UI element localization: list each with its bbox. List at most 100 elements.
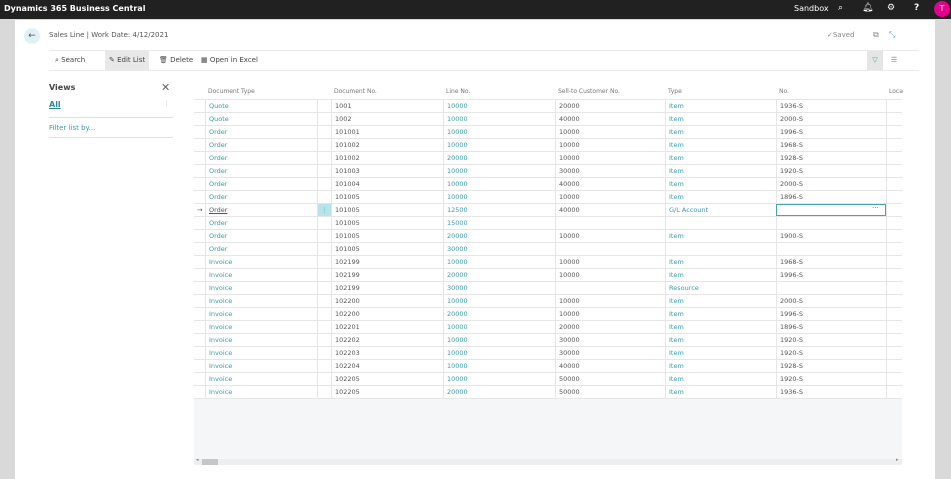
cell-sell-to-customer-no[interactable]: 40000	[555, 204, 665, 216]
row-actions-handle[interactable]	[317, 269, 331, 281]
table-row[interactable]: Order 101005 20000 10000 Item 1900-S	[194, 229, 902, 242]
row-actions-handle[interactable]	[317, 347, 331, 359]
cell-sell-to-customer-no[interactable]: 10000	[555, 269, 665, 281]
row-actions-handle[interactable]	[317, 139, 331, 151]
cell-line-no[interactable]: 20000	[443, 269, 555, 281]
cell-document-no[interactable]: 101005	[331, 217, 443, 229]
app-title[interactable]: Dynamics 365 Business Central	[4, 4, 146, 13]
cell-sell-to-customer-no[interactable]: 10000	[555, 308, 665, 320]
table-row[interactable]: Order 101001 10000 10000 Item 1996-S	[194, 125, 902, 138]
cell-location[interactable]	[886, 113, 902, 125]
cell-type[interactable]: Item	[665, 113, 776, 125]
table-row[interactable]: Invoice 102203 10000 30000 Item 1920-S	[194, 346, 902, 359]
table-row[interactable]: Invoice 102205 10000 50000 Item 1920-S	[194, 372, 902, 385]
cell-type[interactable]: Item	[665, 230, 776, 242]
row-actions-handle[interactable]	[317, 230, 331, 242]
cell-document-type[interactable]: Order	[205, 126, 317, 138]
row-actions-handle[interactable]	[317, 373, 331, 385]
cell-type[interactable]: Item	[665, 295, 776, 307]
row-actions-handle[interactable]	[317, 178, 331, 190]
cell-document-no[interactable]: 102203	[331, 347, 443, 359]
cell-type[interactable]: Item	[665, 100, 776, 112]
cell-sell-to-customer-no[interactable]: 40000	[555, 113, 665, 125]
filter-list-by-link[interactable]: Filter list by...	[49, 124, 96, 132]
cell-no[interactable]: 1968-S	[776, 139, 886, 151]
cell-type[interactable]: Item	[665, 152, 776, 164]
cell-sell-to-customer-no[interactable]: 20000	[555, 321, 665, 333]
cell-document-no[interactable]: 101005	[331, 191, 443, 203]
cell-line-no[interactable]: 10000	[443, 256, 555, 268]
scroll-right-icon[interactable]: ▸	[896, 457, 899, 463]
cell-no[interactable]: 1896-S	[776, 191, 886, 203]
cell-no[interactable]	[776, 282, 886, 294]
cell-document-no[interactable]: 101004	[331, 178, 443, 190]
cell-line-no[interactable]: 10000	[443, 295, 555, 307]
cell-line-no[interactable]: 10000	[443, 100, 555, 112]
row-actions-handle[interactable]	[317, 282, 331, 294]
row-actions-handle[interactable]	[317, 113, 331, 125]
cell-no[interactable]: 1920-S	[776, 334, 886, 346]
cell-type[interactable]: Item	[665, 178, 776, 190]
cell-document-type[interactable]: Order	[205, 191, 317, 203]
cell-document-no[interactable]: 102204	[331, 360, 443, 372]
cell-sell-to-customer-no[interactable]	[555, 217, 665, 229]
cell-sell-to-customer-no[interactable]: 30000	[555, 165, 665, 177]
environment-label[interactable]: Sandbox	[794, 4, 829, 13]
row-actions-handle[interactable]	[317, 386, 331, 398]
table-row[interactable]: Order 101002 20000 10000 Item 1928-S	[194, 151, 902, 164]
view-all[interactable]: All	[49, 100, 61, 109]
open-in-excel-button[interactable]: ▦ Open in Excel	[201, 56, 258, 64]
cell-type[interactable]: Item	[665, 269, 776, 281]
cell-no[interactable]: 1968-S	[776, 256, 886, 268]
cell-line-no[interactable]: 10000	[443, 165, 555, 177]
help-icon[interactable]: ?	[914, 3, 920, 13]
cell-sell-to-customer-no[interactable]: 10000	[555, 152, 665, 164]
avatar[interactable]: T	[934, 1, 950, 17]
cell-location[interactable]	[886, 165, 902, 177]
cell-line-no[interactable]: 15000	[443, 217, 555, 229]
cell-document-no[interactable]: 102200	[331, 308, 443, 320]
open-new-window-icon[interactable]: ⧉	[873, 30, 879, 39]
cell-document-no[interactable]: 102202	[331, 334, 443, 346]
cell-location[interactable]	[886, 386, 902, 398]
table-row[interactable]: Order 101004 10000 40000 Item 2000-S	[194, 177, 902, 190]
cell-document-type[interactable]: Invoice	[205, 256, 317, 268]
cell-type[interactable]: Item	[665, 321, 776, 333]
cell-document-no[interactable]: 102201	[331, 321, 443, 333]
cell-document-type[interactable]: Order	[205, 243, 317, 255]
cell-location[interactable]	[886, 100, 902, 112]
delete-button[interactable]: 🗑︎ Delete	[159, 56, 194, 64]
cell-no[interactable]: 1900-S	[776, 230, 886, 242]
cell-location[interactable]	[886, 308, 902, 320]
cell-sell-to-customer-no[interactable]: 40000	[555, 178, 665, 190]
cell-document-type[interactable]: Invoice	[205, 347, 317, 359]
cell-line-no[interactable]: 10000	[443, 360, 555, 372]
table-row[interactable]: Order 101005 30000	[194, 242, 902, 255]
cell-document-no[interactable]: 101002	[331, 152, 443, 164]
cell-line-no[interactable]: 20000	[443, 386, 555, 398]
cell-type[interactable]	[665, 243, 776, 255]
table-row[interactable]: Quote 1002 10000 40000 Item 2000-S	[194, 112, 902, 125]
cell-sell-to-customer-no[interactable]: 40000	[555, 360, 665, 372]
cell-document-no[interactable]: 1001	[331, 100, 443, 112]
cell-no[interactable]: 1928-S	[776, 360, 886, 372]
column-header[interactable]: Type	[668, 88, 682, 95]
collapse-icon[interactable]: ⤡	[889, 30, 896, 39]
table-row[interactable]: Invoice 102200 10000 10000 Item 2000-S	[194, 294, 902, 307]
table-row[interactable]: Invoice 102202 10000 30000 Item 1920-S	[194, 333, 902, 346]
search-icon[interactable]: ⌕	[838, 3, 844, 13]
cell-line-no[interactable]: 30000	[443, 282, 555, 294]
column-header[interactable]: Line No.	[446, 88, 471, 95]
cell-type[interactable]: Item	[665, 347, 776, 359]
cell-sell-to-customer-no[interactable]	[555, 282, 665, 294]
cell-line-no[interactable]: 10000	[443, 113, 555, 125]
cell-location[interactable]	[886, 243, 902, 255]
cell-sell-to-customer-no[interactable]: 20000	[555, 100, 665, 112]
cell-type[interactable]: Item	[665, 191, 776, 203]
row-actions-handle[interactable]	[317, 165, 331, 177]
cell-type[interactable]: Item	[665, 386, 776, 398]
column-header[interactable]: Document No.	[334, 88, 377, 95]
cell-line-no[interactable]: 30000	[443, 243, 555, 255]
cell-location[interactable]	[886, 334, 902, 346]
cell-document-no[interactable]: 101001	[331, 126, 443, 138]
